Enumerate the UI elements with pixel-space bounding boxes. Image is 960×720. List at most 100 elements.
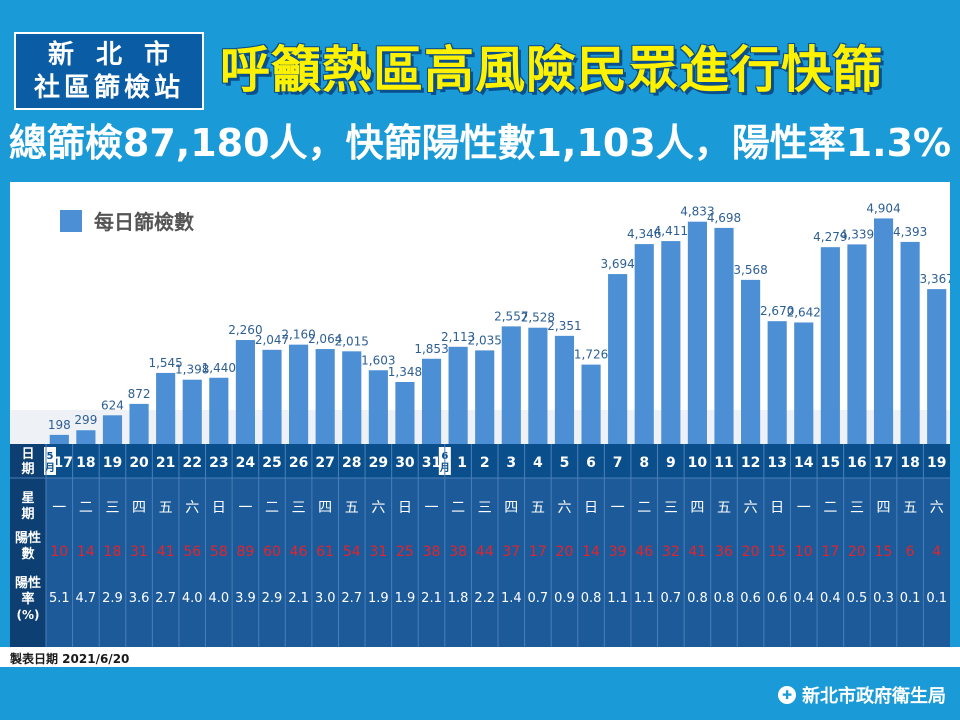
- badge-line-1: 新北市: [47, 40, 192, 70]
- date-cell: 26: [289, 455, 308, 471]
- bar: [368, 370, 388, 444]
- weekday-cell: 一: [238, 500, 252, 516]
- legend-label: 每日篩檢數: [94, 210, 194, 234]
- date-cell: 13: [767, 455, 786, 471]
- rate-cell: 2.7: [155, 591, 176, 606]
- weekday-cell: 三: [850, 500, 864, 516]
- bar: [209, 377, 229, 444]
- date-row-bg: [10, 444, 950, 478]
- bar: [315, 349, 335, 444]
- bar: [528, 327, 548, 444]
- positives-cell: 17: [821, 544, 839, 560]
- positives-cell: 10: [50, 544, 68, 560]
- positives-cell: 15: [875, 544, 893, 560]
- positives-cell: 39: [609, 544, 627, 560]
- weekday-cell: 一: [425, 500, 439, 516]
- bar: [847, 244, 867, 444]
- positives-cell: 46: [290, 544, 308, 560]
- bar: [262, 349, 282, 444]
- row-label-rate-3: (%): [17, 608, 40, 622]
- date-cell: 27: [315, 455, 334, 471]
- weekday-cell: 三: [664, 500, 678, 516]
- date-cell: 24: [236, 455, 256, 471]
- bar-value-label: 4,279: [813, 230, 847, 244]
- bar: [741, 279, 761, 444]
- positives-cell: 54: [343, 544, 361, 560]
- positives-cell: 41: [688, 544, 706, 560]
- month-tag-may-num: 5: [47, 451, 54, 462]
- positives-cell: 17: [529, 544, 547, 560]
- weekday-cell: 一: [52, 500, 66, 516]
- bar-value-label: 2,351: [547, 319, 581, 333]
- bar: [687, 221, 707, 444]
- weekday-cell: 五: [159, 500, 173, 516]
- weekday-cell: 日: [584, 500, 598, 516]
- date-cell: 19: [927, 455, 946, 471]
- bar: [873, 218, 894, 444]
- date-cell: 7: [613, 455, 623, 471]
- bar-value-label: 2,260: [228, 323, 262, 337]
- weekday-cell: 日: [212, 500, 226, 516]
- date-cell: 18: [76, 455, 95, 471]
- rate-cell: 3.6: [129, 591, 150, 606]
- weekday-cell: 三: [292, 500, 306, 516]
- bar-value-label: 2,035: [468, 333, 502, 347]
- rate-cell: 0.7: [660, 591, 681, 606]
- weekday-cell: 三: [478, 500, 492, 516]
- date-cell: 12: [741, 455, 760, 471]
- date-cell: 16: [847, 455, 866, 471]
- positives-cell: 32: [662, 544, 680, 560]
- weekday-cell: 二: [265, 500, 279, 516]
- footer-band: [0, 667, 960, 720]
- bar-value-label: 198: [48, 418, 71, 432]
- row-label-rate-2: 率: [21, 591, 34, 607]
- weekday-cell: 日: [398, 500, 412, 516]
- positives-cell: 18: [104, 544, 122, 560]
- row-label-positives-2: 數: [21, 546, 34, 562]
- positives-cell: 46: [635, 544, 653, 560]
- row-label-positives-1: 陽性: [15, 530, 41, 546]
- positives-cell: 20: [556, 544, 574, 560]
- chart-panel: 198 299 624 872 1,545 1,398 1,440 2,260 2,047 2,1…: [10, 182, 950, 647]
- bar-value-label: 4,411: [654, 224, 688, 238]
- bar: [581, 364, 601, 444]
- bar: [129, 403, 149, 444]
- date-cell: 17: [874, 455, 893, 471]
- weekday-cell: 六: [371, 500, 385, 516]
- date-cell: 18: [900, 455, 919, 471]
- bar: [661, 241, 681, 444]
- bar-value-label: 1,603: [361, 353, 395, 367]
- weekday-cell: 五: [345, 500, 359, 516]
- date-cell: 30: [395, 455, 415, 471]
- rate-cell: 2.2: [474, 591, 495, 606]
- bar: [794, 322, 814, 444]
- positives-cell: 4: [932, 544, 941, 560]
- rate-cell: 0.1: [900, 591, 921, 606]
- date-cell: 1: [457, 455, 467, 471]
- weekday-cell: 六: [557, 500, 571, 516]
- bar: [49, 434, 69, 444]
- date-cell: 21: [156, 455, 175, 471]
- bar: [76, 430, 96, 444]
- weekday-cell: 五: [903, 500, 917, 516]
- date-cell: 2: [480, 455, 490, 471]
- bar: [102, 415, 123, 444]
- bar-value-label: 4,393: [893, 225, 927, 239]
- bar-value-label: 2,113: [441, 330, 475, 344]
- footer-strip: [0, 647, 960, 667]
- rate-cell: 0.6: [767, 591, 788, 606]
- positives-cell: 20: [848, 544, 866, 560]
- bar: [501, 326, 521, 444]
- bar-value-label: 3,367: [920, 272, 950, 286]
- bar: [820, 247, 840, 444]
- weekday-cell: 四: [132, 500, 146, 516]
- bar-value-label: 2,642: [787, 305, 821, 319]
- org-name: 新北市政府衛生局: [802, 686, 946, 707]
- weekday-cell: 日: [770, 500, 784, 516]
- rate-cell: 2.1: [421, 591, 442, 606]
- rate-cell: 0.4: [793, 591, 814, 606]
- footer-org: ✚ 新北市政府衛生局: [778, 683, 946, 707]
- bar-value-label: 2,015: [335, 334, 369, 348]
- bar: [342, 351, 362, 444]
- positives-cell: 41: [157, 544, 175, 560]
